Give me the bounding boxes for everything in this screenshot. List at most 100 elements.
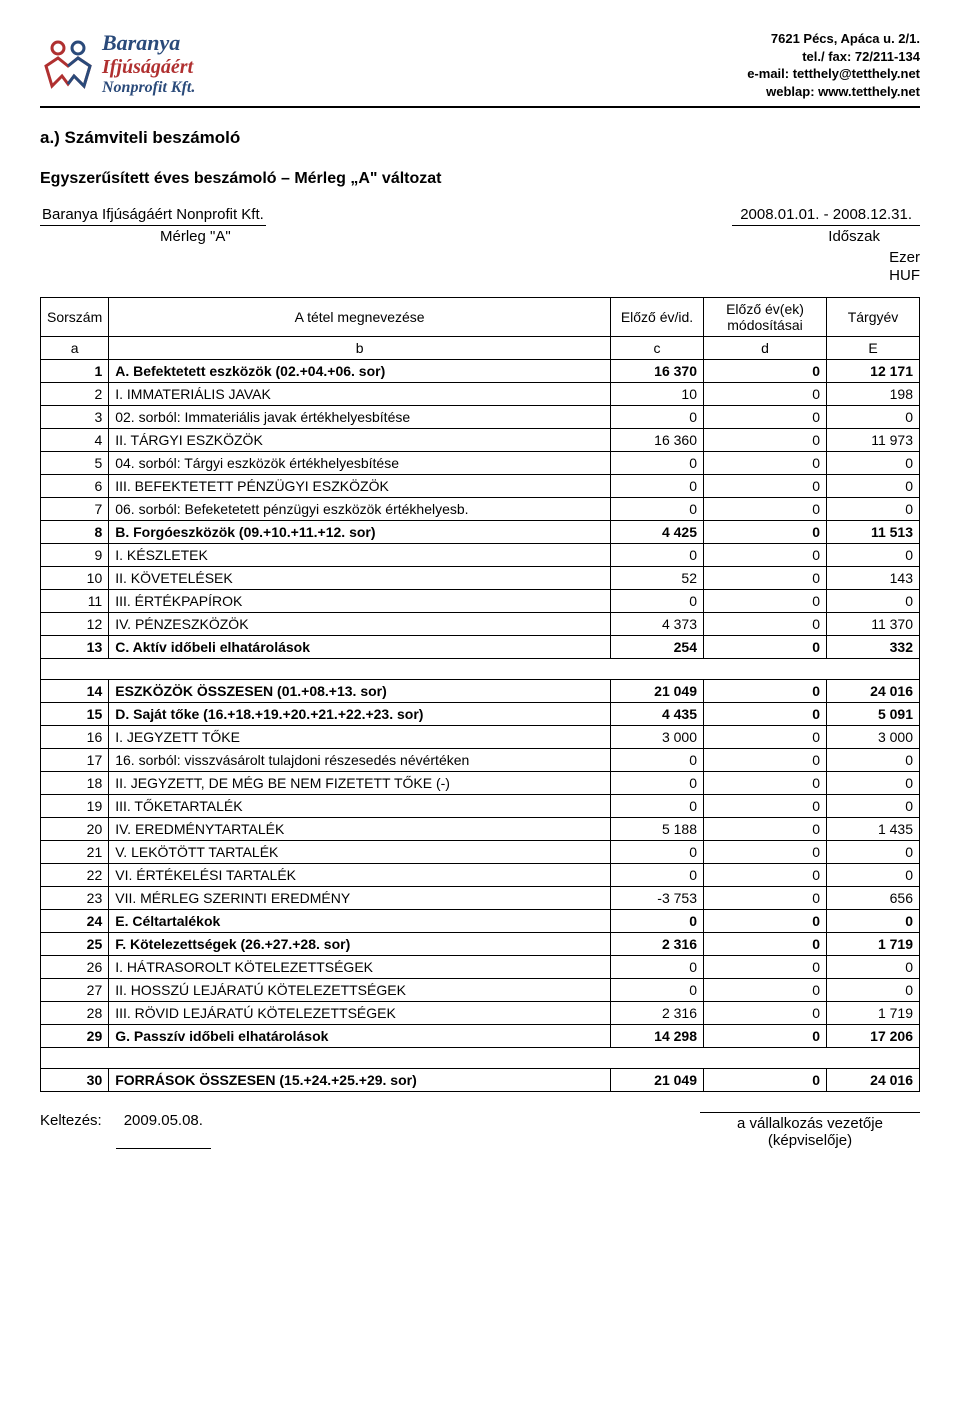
row-desc: III. RÖVID LEJÁRATÚ KÖTELEZETTSÉGEK (109, 1002, 611, 1025)
row-index: 27 (41, 979, 109, 1002)
row-curr: 1 719 (827, 933, 920, 956)
row-prev: 5 188 (611, 818, 704, 841)
row-mod: 0 (704, 429, 827, 452)
col-b: b (109, 337, 611, 360)
row-index: 1 (41, 360, 109, 383)
row-index: 17 (41, 749, 109, 772)
row-mod: 0 (704, 772, 827, 795)
col-c: c (611, 337, 704, 360)
row-index: 12 (41, 613, 109, 636)
row-prev: 0 (611, 795, 704, 818)
meta-row-1: Baranya Ifjúságáért Nonprofit Kft. 2008.… (40, 206, 920, 226)
row-index: 5 (41, 452, 109, 475)
row-curr: 0 (827, 910, 920, 933)
dating-block: Keltezés: 2009.05.08. (40, 1112, 211, 1149)
row-index: 18 (41, 772, 109, 795)
row-desc: II. KÖVETELÉSEK (109, 567, 611, 590)
row-desc: II. TÁRGYI ESZKÖZÖK (109, 429, 611, 452)
table-row: 16I. JEGYZETT TŐKE3 00003 000 (41, 726, 920, 749)
row-prev: 2 316 (611, 933, 704, 956)
row-desc: VI. ÉRTÉKELÉSI TARTALÉK (109, 864, 611, 887)
logo-text: Baranya Ifjúságáért Nonprofit Kft. (102, 30, 195, 97)
company-name: Baranya Ifjúságáért Nonprofit Kft. (40, 206, 266, 226)
table-row: 18II. JEGYZETT, DE MÉG BE NEM FIZETETT T… (41, 772, 920, 795)
row-mod: 0 (704, 818, 827, 841)
row-curr: 11 973 (827, 429, 920, 452)
row-prev: 0 (611, 979, 704, 1002)
row-prev: 4 425 (611, 521, 704, 544)
col-targyev: Tárgyév (827, 298, 920, 337)
table-row: 6III. BEFEKTETETT PÉNZÜGYI ESZKÖZÖK000 (41, 475, 920, 498)
row-curr: 5 091 (827, 703, 920, 726)
signature-text-2: (képviselője) (700, 1132, 920, 1149)
row-index: 21 (41, 841, 109, 864)
row-desc: V. LEKÖTÖTT TARTALÉK (109, 841, 611, 864)
row-desc: III. BEFEKTETETT PÉNZÜGYI ESZKÖZÖK (109, 475, 611, 498)
idoszak-label: Időszak (828, 228, 920, 245)
row-mod: 0 (704, 956, 827, 979)
row-mod: 0 (704, 498, 827, 521)
table-row: 21V. LEKÖTÖTT TARTALÉK000 (41, 841, 920, 864)
footer-row: Keltezés: 2009.05.08. a vállalkozás veze… (40, 1112, 920, 1149)
table-row: 30FORRÁSOK ÖSSZESEN (15.+24.+25.+29. sor… (41, 1069, 920, 1092)
logo-line3: Nonprofit Kft. (102, 79, 195, 97)
row-desc: I. HÁTRASOROLT KÖTELEZETTSÉGEK (109, 956, 611, 979)
row-index: 4 (41, 429, 109, 452)
row-index: 23 (41, 887, 109, 910)
row-index: 25 (41, 933, 109, 956)
row-curr: 0 (827, 979, 920, 1002)
row-prev: 0 (611, 475, 704, 498)
col-d: d (704, 337, 827, 360)
row-prev: 0 (611, 406, 704, 429)
table-row: 24E. Céltartalékok000 (41, 910, 920, 933)
table-row: 22VI. ÉRTÉKELÉSI TARTALÉK000 (41, 864, 920, 887)
row-curr: 0 (827, 749, 920, 772)
row-index: 19 (41, 795, 109, 818)
row-index: 28 (41, 1002, 109, 1025)
row-desc: II. HOSSZÚ LEJÁRATÚ KÖTELEZETTSÉGEK (109, 979, 611, 1002)
row-prev: 0 (611, 772, 704, 795)
row-curr: 0 (827, 841, 920, 864)
row-mod: 0 (704, 1069, 827, 1092)
row-index: 16 (41, 726, 109, 749)
row-mod: 0 (704, 636, 827, 659)
row-curr: 198 (827, 383, 920, 406)
row-curr: 11 513 (827, 521, 920, 544)
col-megnevezes: A tétel megnevezése (109, 298, 611, 337)
table-row: 3 02. sorból: Immateriális javak értékhe… (41, 406, 920, 429)
row-desc: IV. PÉNZESZKÖZÖK (109, 613, 611, 636)
row-curr: 0 (827, 590, 920, 613)
signature-text-1: a vállalkozás vezetője (700, 1115, 920, 1132)
row-index: 29 (41, 1025, 109, 1048)
row-desc: III. TŐKETARTALÉK (109, 795, 611, 818)
contact-address: 7621 Pécs, Apáca u. 2/1. (747, 30, 920, 48)
row-mod: 0 (704, 383, 827, 406)
row-curr: 0 (827, 864, 920, 887)
col-sorszam: Sorszám (41, 298, 109, 337)
row-prev: 0 (611, 452, 704, 475)
contact-web: weblap: www.tetthely.net (747, 83, 920, 101)
table-row: 1A. Befektetett eszközök (02.+04.+06. so… (41, 360, 920, 383)
row-prev: 0 (611, 956, 704, 979)
row-desc: D. Saját tőke (16.+18.+19.+20.+21.+22.+2… (109, 703, 611, 726)
merleg-label: Mérleg "A" (40, 228, 231, 245)
row-mod: 0 (704, 567, 827, 590)
row-mod: 0 (704, 452, 827, 475)
row-prev: 10 (611, 383, 704, 406)
row-index: 10 (41, 567, 109, 590)
subtitle: Egyszerűsített éves beszámoló – Mérleg „… (40, 170, 920, 188)
row-mod: 0 (704, 703, 827, 726)
row-curr: 17 206 (827, 1025, 920, 1048)
row-desc: F. Kötelezettségek (26.+27.+28. sor) (109, 933, 611, 956)
row-prev: 21 049 (611, 680, 704, 703)
table-row: 12IV. PÉNZESZKÖZÖK4 373011 370 (41, 613, 920, 636)
row-prev: 0 (611, 498, 704, 521)
row-curr: 0 (827, 772, 920, 795)
period: 2008.01.01. - 2008.12.31. (732, 206, 920, 226)
row-curr: 0 (827, 452, 920, 475)
col-a: a (41, 337, 109, 360)
contact-phone: tel./ fax: 72/211-134 (747, 48, 920, 66)
row-desc: C. Aktív időbeli elhatárolások (109, 636, 611, 659)
row-prev: 0 (611, 544, 704, 567)
row-mod: 0 (704, 1025, 827, 1048)
